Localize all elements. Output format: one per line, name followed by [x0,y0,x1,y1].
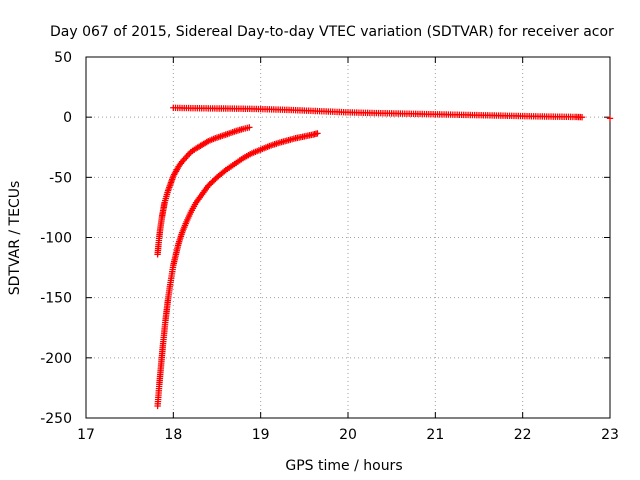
x-tick-label: 17 [77,427,95,443]
x-tick-label: 23 [601,427,619,443]
data-point [206,181,213,188]
y-tick-label: 50 [54,50,72,66]
x-tick-label: 22 [514,427,532,443]
x-tick-label: 19 [252,427,270,443]
series-layer [154,104,614,410]
x-axis-label: GPS time / hours [285,458,402,474]
axis-ticks: 17 18 19 20 21 22 23 50 0 -50 -100 -150 -200 -250 [40,50,619,443]
y-tick-label: -150 [40,291,72,307]
data-point [209,178,216,185]
y-tick-label: 0 [63,110,72,126]
y-tick-label: -250 [40,411,72,427]
data-point [246,124,253,131]
data-point [205,182,212,189]
x-tick-label: 18 [164,427,182,443]
y-tick-label: -50 [49,170,72,186]
data-point [221,168,228,175]
chart-title: Day 067 of 2015, Sidereal Day-to-day VTE… [50,24,614,40]
data-point [207,179,215,187]
y-tick-label: -100 [40,231,72,247]
data-point [314,130,321,137]
x-tick-label: 20 [339,427,357,443]
y-tick-label: -200 [40,351,72,367]
data-point [578,113,586,121]
y-axis-label: SDTVAR / TECUs [7,181,23,296]
x-tick-label: 21 [426,427,444,443]
data-point [210,176,218,184]
data-point [606,115,614,122]
